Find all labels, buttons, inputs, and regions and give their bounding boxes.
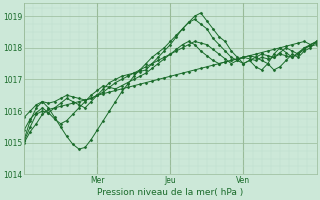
X-axis label: Pression niveau de la mer( hPa ): Pression niveau de la mer( hPa ): [97, 188, 244, 197]
